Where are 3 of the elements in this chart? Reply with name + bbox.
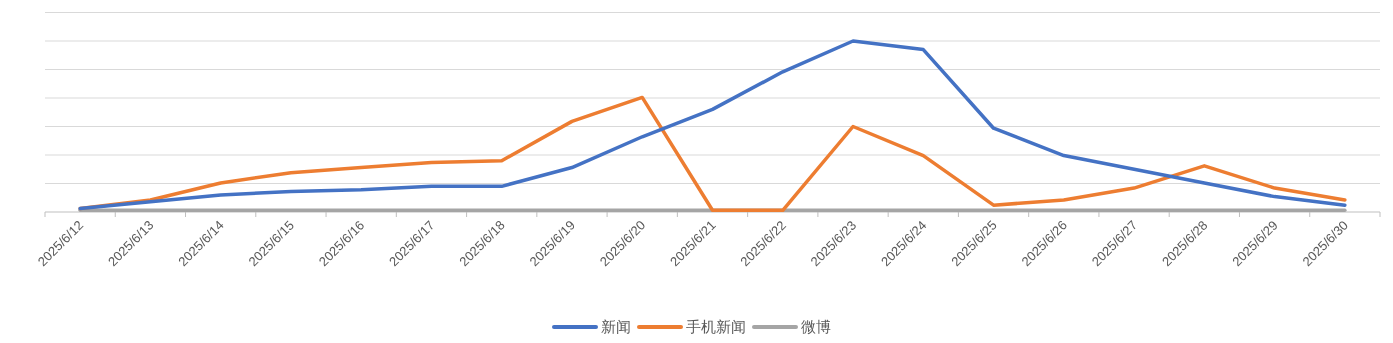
legend-label: 手机新闻 — [686, 318, 746, 335]
legend-label: 微博 — [801, 318, 831, 335]
legend-label: 新闻 — [601, 318, 631, 335]
